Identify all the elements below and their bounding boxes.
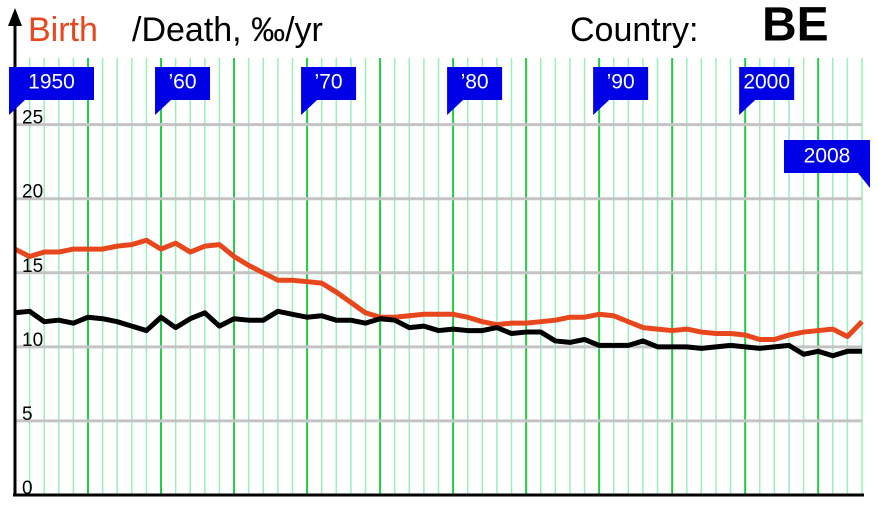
flag-shape <box>739 67 795 115</box>
flag-shape <box>9 67 94 115</box>
y-tick-label: 25 <box>22 108 43 129</box>
x-tick-label: 2000 <box>743 71 790 94</box>
y-tick-label: 10 <box>22 330 43 351</box>
x-tick-flag: 2008 <box>784 140 870 188</box>
lines <box>13 237 864 359</box>
x-tick-label: 2008 <box>804 145 851 168</box>
x-tick-label: ’70 <box>315 71 343 94</box>
series-line <box>13 237 864 342</box>
country-code: BE <box>762 0 829 52</box>
country-label: Country: <box>570 11 699 49</box>
flag-shape <box>301 67 357 115</box>
flag-shape <box>784 140 870 188</box>
y-tick-label: 5 <box>22 404 33 425</box>
flag-shape <box>593 67 649 115</box>
y-axis-arrow <box>8 8 22 26</box>
x-tick-flag: 1950 <box>9 67 94 115</box>
x-tick-label: ’80 <box>461 71 489 94</box>
x-tick-flag: 2000 <box>739 67 795 115</box>
x-tick-label: ’90 <box>607 71 635 94</box>
flag-shape <box>155 67 211 115</box>
x-tick-flag: ’70 <box>301 67 357 115</box>
x-tick-flag: ’90 <box>593 67 649 115</box>
series-line <box>14 308 862 359</box>
x-tick-flag: ’80 <box>447 67 503 115</box>
y-tick-label: 15 <box>22 256 43 277</box>
flag-shape <box>447 67 503 115</box>
y-tick-label: 20 <box>22 182 43 203</box>
chart-title: /Death, ‰/yr <box>132 11 323 49</box>
grid: 0 5 10 15 20 25 <box>14 58 863 499</box>
y-tick-label: 0 <box>22 478 33 499</box>
x-tick-flag: ’60 <box>155 67 211 115</box>
legend-birth: Birth <box>28 11 98 49</box>
x-tick-label: ’60 <box>169 71 197 94</box>
x-tick-label: 1950 <box>28 71 75 94</box>
